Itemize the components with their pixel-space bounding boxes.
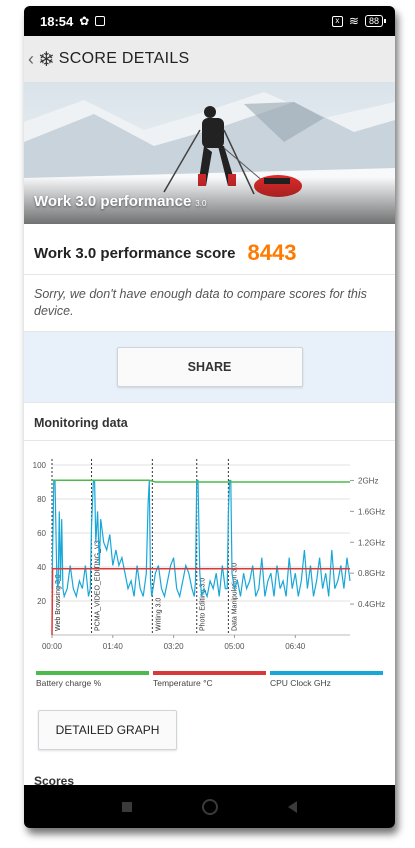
monitoring-chart-svg: 100 80 60 40 20 2GHz 1.6GHz 1.2GHz 0.8GHz 0.4GHz 0… xyxy=(33,459,385,651)
y-left-tick-label: 40 xyxy=(37,563,46,572)
hero-banner: Work 3.0 performance 3.0 xyxy=(24,82,395,224)
share-section: SHARE xyxy=(24,332,395,402)
y-right-tick-label: 0.4GHz xyxy=(358,600,385,609)
x-tick-label: 03:20 xyxy=(164,642,185,651)
page-title: SCORE DETAILS xyxy=(58,50,190,67)
hero-title: Work 3.0 performance 3.0 xyxy=(34,193,207,210)
legend-item: CPU Clock GHz xyxy=(270,671,383,688)
wifi-icon: ≋ xyxy=(348,14,359,28)
status-icons: x ≋ 88 xyxy=(331,14,387,28)
y-right-tick-label: 0.8GHz xyxy=(358,569,385,578)
no-sim-icon: x xyxy=(331,15,343,27)
series-line xyxy=(51,567,350,636)
recents-icon[interactable] xyxy=(122,801,132,812)
legend-item: Battery charge % xyxy=(36,671,149,688)
y-left-tick-label: 20 xyxy=(37,597,46,606)
legend-label: Battery charge % xyxy=(36,678,102,688)
scores-heading: Scores xyxy=(34,774,75,785)
content-scroll[interactable]: Work 3.0 performance 3.0 Work 3.0 perform… xyxy=(24,82,395,785)
y-left-tick-label: 100 xyxy=(33,461,47,470)
x-tick-label: 01:40 xyxy=(103,642,124,651)
series-line xyxy=(51,479,351,599)
legend-label: CPU Clock GHz xyxy=(270,678,331,688)
screen: 18:54 ✿ x ≋ 88 ‹ ❄ SCORE DETAILS xyxy=(24,6,395,828)
phase-marker-label: Data Manipulation 3.0 xyxy=(231,563,238,631)
chart-legend: Battery charge % Temperature °C CPU Cloc… xyxy=(24,671,395,688)
compare-note: Sorry, we don't have enough data to comp… xyxy=(24,275,395,332)
phase-marker-label: Photo Editing 3.0 xyxy=(200,578,207,631)
back-chevron-icon[interactable]: ‹ xyxy=(28,48,34,69)
hero-image xyxy=(24,82,395,224)
home-icon[interactable] xyxy=(202,798,218,815)
share-button[interactable]: SHARE xyxy=(116,347,303,387)
y-right-tick-label: 2GHz xyxy=(358,476,378,485)
y-right-tick-label: 1.2GHz xyxy=(358,538,385,547)
x-tick-label: 06:40 xyxy=(285,642,306,651)
score-label: Work 3.0 performance score xyxy=(34,244,236,262)
settings-gear-icon: ✿ xyxy=(79,14,90,28)
app-logo-icon[interactable]: ❄ xyxy=(38,48,55,71)
monitoring-title: Monitoring data xyxy=(24,402,395,441)
back-icon[interactable] xyxy=(288,800,297,813)
legend-item: Temperature °C xyxy=(153,671,266,688)
score-value: 8443 xyxy=(247,240,297,265)
phase-marker-label: PCMA_VIDEO_EDITING_V3 xyxy=(95,540,102,631)
app-bar: ‹ ❄ SCORE DETAILS xyxy=(24,36,395,82)
detailed-graph-button[interactable]: DETAILED GRAPH xyxy=(38,710,177,750)
score-row: Work 3.0 performance score 8443 xyxy=(24,224,395,275)
y-left-tick-label: 60 xyxy=(37,529,46,538)
x-tick-label: 05:00 xyxy=(224,642,245,651)
x-tick-label: 00:00 xyxy=(42,642,63,651)
y-right-tick-label: 1.6GHz xyxy=(358,507,385,516)
notification-icon xyxy=(95,16,106,26)
series-line xyxy=(52,479,350,483)
monitoring-chart[interactable]: 100 80 60 40 20 2GHz 1.6GHz 1.2GHz 0.8GHz 0.4GHz 0… xyxy=(24,441,395,671)
hero-version: 3.0 xyxy=(195,199,207,208)
status-bar: 18:54 ✿ x ≋ 88 xyxy=(24,6,395,36)
phone-frame: 18:54 ✿ x ≋ 88 ‹ ❄ SCORE DETAILS xyxy=(24,6,395,828)
status-time: 18:54 xyxy=(40,13,74,29)
battery-icon: 88 xyxy=(364,15,387,27)
legend-swatch xyxy=(153,671,266,675)
legend-label: Temperature °C xyxy=(153,678,213,688)
legend-swatch xyxy=(36,671,149,675)
y-left-tick-label: 80 xyxy=(37,495,46,504)
phase-marker-label: Web Browsing 3.0 xyxy=(55,574,62,631)
phase-marker-label: Writing 3.0 xyxy=(155,598,162,631)
legend-swatch xyxy=(270,671,383,675)
system-nav-bar xyxy=(24,785,395,828)
